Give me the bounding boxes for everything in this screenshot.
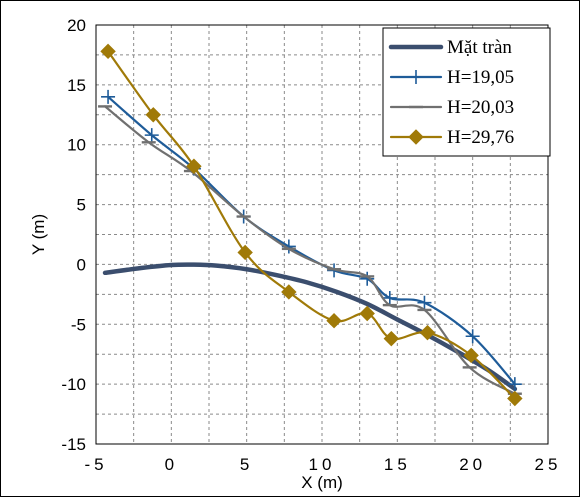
plot-area-border <box>95 24 549 445</box>
data-point <box>360 271 375 286</box>
legend-item: H=19,05 <box>389 67 514 88</box>
data-point <box>237 244 253 261</box>
data-point <box>463 347 479 364</box>
data-point <box>145 107 161 123</box>
data-point <box>281 284 297 300</box>
legend-item: H=29,76 <box>389 127 514 148</box>
y-tick-label: 20 <box>67 16 86 35</box>
x-tick-label: 5 <box>240 455 253 474</box>
y-tick-label: 5 <box>77 196 86 215</box>
legend-label: H=20,03 <box>447 97 514 118</box>
x-tick-label: 25 <box>535 455 562 474</box>
y-tick-label: -5 <box>71 315 86 334</box>
legend-item: H=20,03 <box>389 97 514 118</box>
data-point <box>383 330 400 347</box>
series-group <box>102 262 518 392</box>
series-layer <box>98 43 523 407</box>
x-tick-label: -5 <box>84 455 107 474</box>
legend-label: Mặt tràn <box>447 37 512 58</box>
data-point <box>507 390 523 407</box>
x-tick-label: 15 <box>384 455 411 474</box>
data-point <box>101 89 116 104</box>
legend-item: Mặt tràn <box>388 37 512 58</box>
data-point <box>382 290 397 305</box>
series-line <box>106 50 516 400</box>
x-tick-label: 0 <box>165 455 178 474</box>
data-point <box>100 43 116 60</box>
data-point <box>507 377 522 392</box>
legend-label: H=19,05 <box>447 67 514 88</box>
legend-label: H=29,76 <box>447 127 514 148</box>
data-point <box>465 329 480 344</box>
x-axis-label: X (m) <box>301 473 343 492</box>
data-point <box>408 129 424 145</box>
y-tick-label: -15 <box>61 435 86 454</box>
legend: Mặt tràn H=19,05 H=20,03 H=29,76 <box>382 27 551 157</box>
y-axis-label: Y (m) <box>29 214 48 255</box>
tick-labels: -5 0 5 10 15 20 25 -15 -10 -5 0 5 10 15 20 <box>61 16 562 474</box>
y-tick-label: 10 <box>67 136 86 155</box>
data-point <box>419 324 436 341</box>
y-tick-label: 15 <box>67 76 86 95</box>
data-point <box>359 305 375 322</box>
x-tick-label: 20 <box>459 455 486 474</box>
data-point <box>409 70 423 84</box>
x-tick-label: 10 <box>309 455 336 474</box>
data-point <box>326 312 342 329</box>
series-line <box>102 262 518 392</box>
data-point <box>186 158 202 174</box>
y-tick-label: 0 <box>77 255 86 274</box>
data-point <box>144 128 159 143</box>
series-group <box>100 43 523 407</box>
y-tick-label: -10 <box>61 375 86 394</box>
data-point <box>417 295 432 310</box>
